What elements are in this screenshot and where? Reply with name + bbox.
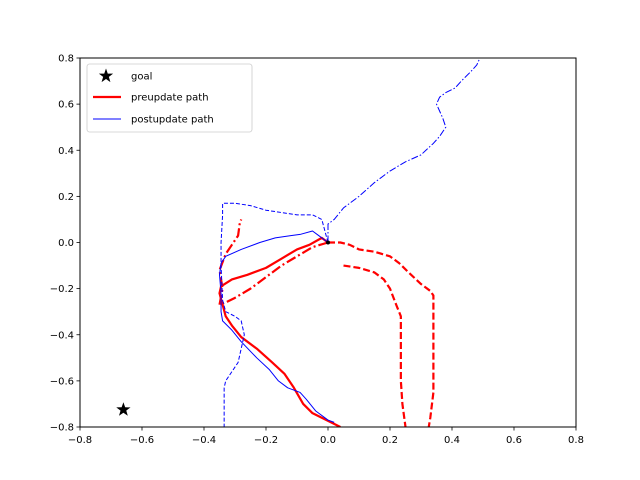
x-tick-label: −0.2 bbox=[254, 435, 278, 446]
start-point-marker bbox=[326, 240, 330, 245]
legend: goal preupdate path postupdate path bbox=[86, 63, 253, 133]
y-tick-label: −0.2 bbox=[50, 284, 74, 295]
x-tick-label: 0.8 bbox=[568, 435, 584, 446]
y-tick-label: 0.2 bbox=[58, 192, 74, 203]
x-tick-label: −0.4 bbox=[192, 435, 216, 446]
plot-area bbox=[116, 58, 481, 427]
goal-star-marker bbox=[116, 402, 131, 416]
legend-label: postupdate path bbox=[131, 115, 214, 126]
y-tick-label: −0.4 bbox=[50, 330, 74, 341]
series-group bbox=[218, 58, 481, 427]
y-tick-label: 0.8 bbox=[58, 54, 74, 65]
x-tick-label: −0.6 bbox=[130, 435, 154, 446]
legend-label: preupdate path bbox=[131, 93, 209, 104]
y-tick-label: 0.4 bbox=[58, 146, 74, 157]
y-tick-label: −0.6 bbox=[50, 376, 74, 387]
legend-label: goal bbox=[131, 72, 152, 83]
axes: −0.8 −0.6 −0.4 −0.2 0.0 0.2 0.4 0.6 0.8 −0.8 −0.6 −… bbox=[50, 54, 584, 447]
x-tick-label: 0.4 bbox=[444, 435, 460, 446]
preupdate-path-dashdot-3 bbox=[218, 219, 329, 306]
preupdate-path-solid-0 bbox=[218, 236, 341, 427]
preupdate-path-dashed-1 bbox=[328, 241, 435, 427]
postupdate-path-solid-4 bbox=[219, 230, 335, 423]
postupdate-path-dashdot-6 bbox=[327, 58, 481, 243]
preupdate-path-dashed-2 bbox=[343, 264, 407, 427]
x-tick-label: 0.0 bbox=[320, 435, 336, 446]
y-tick-label: 0.0 bbox=[58, 238, 74, 249]
legend-goal-star bbox=[98, 68, 114, 83]
postupdate-path-dashed-5 bbox=[220, 202, 329, 427]
y-tick-label: −0.8 bbox=[50, 423, 74, 434]
x-tick-label: 0.6 bbox=[506, 435, 522, 446]
x-tick-label: 0.2 bbox=[382, 435, 398, 446]
legend-box bbox=[86, 63, 253, 133]
y-tick-label: 0.6 bbox=[58, 100, 74, 111]
x-tick-label: −0.8 bbox=[68, 435, 92, 446]
